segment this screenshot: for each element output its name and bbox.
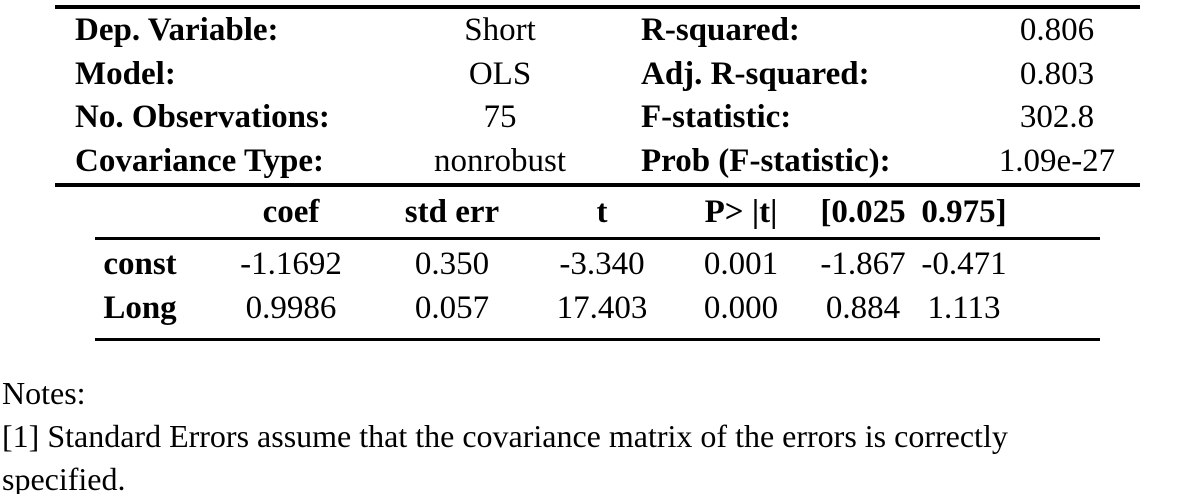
coef-cell: -3.340	[559, 246, 645, 282]
coef-col-header: P> |t|	[704, 194, 778, 230]
info-label-left: No. Observations:	[75, 99, 330, 135]
coef-col-header: [0.025	[820, 194, 906, 230]
coef-cell: -1.1692	[240, 246, 342, 282]
info-label-right: F-statistic:	[641, 99, 792, 135]
notes-line: Notes:	[2, 375, 86, 411]
coef-col-header: 0.975]	[921, 194, 1007, 230]
info-row: No. Observations: 75 F-statistic: 302.8	[55, 96, 1140, 140]
info-row: Covariance Type: nonrobust Prob (F-stati…	[55, 140, 1140, 184]
coef-table-row: const -1.1692 0.350 -3.340 0.001 -1.867 …	[55, 242, 1140, 286]
coef-cell: 0.884	[825, 290, 901, 326]
coef-row-label: const	[103, 246, 177, 282]
coef-cell: -0.471	[921, 246, 1007, 282]
coef-col-header: t	[596, 194, 608, 230]
info-label-left: Dep. Variable:	[75, 12, 279, 48]
info-value-right: 0.806	[1019, 12, 1095, 48]
notes-line: [1] Standard Errors assume that the cova…	[2, 418, 1008, 454]
info-value-left: OLS	[468, 55, 532, 92]
table-top-rule	[55, 5, 1140, 9]
coef-table-body: const -1.1692 0.350 -3.340 0.001 -1.867 …	[55, 242, 1140, 330]
coef-cell: 1.113	[927, 290, 1001, 326]
info-label-right: Prob (F-statistic):	[641, 142, 891, 179]
coef-cell: 0.001	[703, 246, 779, 282]
info-row: Model: OLS Adj. R-squared: 0.803	[55, 53, 1140, 97]
info-value-left: nonrobust	[434, 142, 566, 179]
coef-cell: 0.000	[703, 290, 779, 326]
coef-cell: 17.403	[556, 290, 648, 326]
info-label-left: Covariance Type:	[75, 142, 324, 179]
info-row: Dep. Variable: Short R-squared: 0.806	[55, 9, 1140, 53]
coef-header-separator-rule	[95, 237, 1100, 240]
coef-table-row: Long 0.9986 0.057 17.403 0.000 0.884 1.1…	[55, 286, 1140, 330]
info-label-right: R-squared:	[641, 12, 800, 48]
info-value-left: Short	[464, 12, 536, 48]
coef-cell: 0.9986	[245, 290, 337, 326]
coef-table-header-row: coef std err t P> |t| [0.025 0.975]	[55, 187, 1140, 237]
info-value-left: 75	[483, 99, 517, 135]
info-value-right: 0.803	[1019, 55, 1095, 92]
info-value-right: 302.8	[1019, 99, 1095, 135]
info-label-right: Adj. R-squared:	[641, 55, 870, 92]
info-label-left: Model:	[75, 55, 176, 92]
model-info-section: Dep. Variable: Short R-squared: 0.806 Mo…	[55, 9, 1140, 183]
notes-line: specified.	[2, 461, 126, 494]
coef-row-label: Long	[103, 290, 177, 326]
coef-col-header: coef	[262, 194, 320, 230]
table-bottom-rule	[95, 338, 1100, 341]
table-mid-rule	[55, 183, 1140, 187]
coef-cell: -1.867	[820, 246, 906, 282]
coef-col-header: std err	[404, 194, 500, 230]
coef-cell: 0.350	[414, 246, 490, 282]
info-value-right: 1.09e-27	[998, 142, 1116, 179]
coef-cell: 0.057	[414, 290, 490, 326]
notes-section: Notes: [1] Standard Errors assume that t…	[2, 372, 1194, 494]
